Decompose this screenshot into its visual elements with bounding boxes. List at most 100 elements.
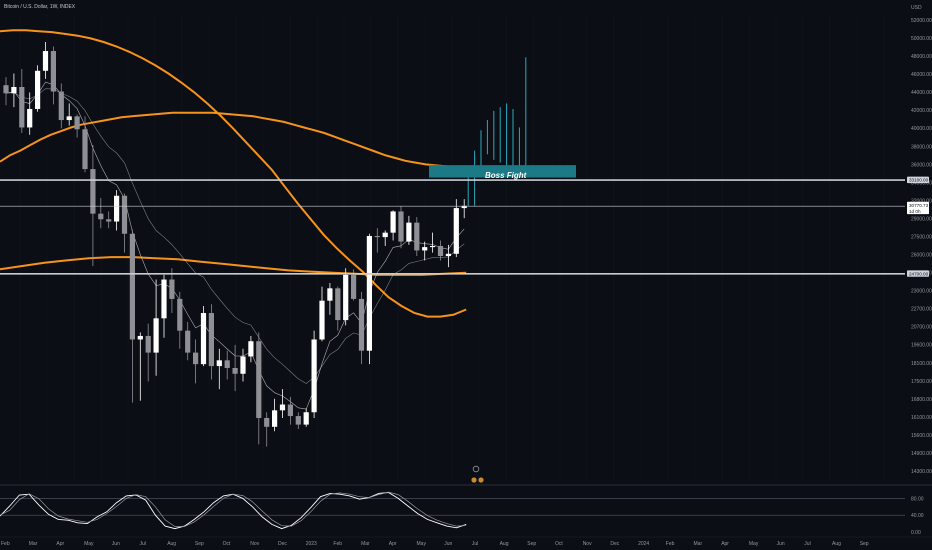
price-tick-label: 26000.00 (911, 253, 932, 259)
time-tick-label: Jul (140, 541, 146, 547)
time-tick-label: May (749, 541, 759, 547)
time-tick-label: Aug (500, 541, 509, 547)
earnings-icon-a[interactable] (471, 477, 477, 483)
candle-body (319, 300, 325, 340)
candle-body (256, 341, 262, 418)
candle-body (445, 253, 451, 256)
candle-body (351, 274, 357, 299)
time-tick-label: Jul (804, 541, 810, 547)
time-tick-label: 2024 (638, 541, 649, 547)
candle-body (153, 318, 159, 353)
oscillator-tick-label: 0.00 (911, 530, 921, 536)
time-axis: Feb Mar Apr May Jun Jul Aug Sep Oct Nov Dec 2023 Feb… (1, 541, 869, 547)
price-tick-label: 50000.00 (911, 36, 932, 42)
price-tick-label: 15600.00 (911, 433, 932, 439)
event-marker-icon[interactable] (472, 465, 480, 473)
candle-body (58, 91, 64, 121)
price-tick-label: 20700.00 (911, 325, 932, 331)
candle-body (287, 404, 293, 417)
time-tick-label: Sep (860, 541, 869, 547)
moving-average-line (0, 256, 467, 276)
price-axis: 52000.00 50000.00 48000.00 46000.00 44000.00… (911, 18, 932, 475)
candle-body (137, 335, 143, 340)
oscillator-tick-label: 40.00 (911, 513, 924, 519)
candle-body (422, 247, 428, 251)
boss-fight-label: Boss Fight (485, 171, 527, 180)
price-badge (907, 176, 929, 184)
time-tick-label: Mar (694, 541, 703, 547)
time-tick-label: Sep (527, 541, 536, 547)
price-tick-label: 19600.00 (911, 343, 932, 349)
candle-body (366, 236, 372, 351)
candle-body (106, 219, 112, 222)
moving-average-line (0, 29, 467, 318)
candle-body (66, 116, 72, 121)
candle-body (50, 51, 56, 92)
candle-body (114, 195, 120, 222)
time-tick-label: Apr (56, 541, 64, 547)
price-tick-label: 32000.00 (911, 198, 932, 204)
time-tick-label: Apr (721, 541, 729, 547)
earnings-icon-b[interactable] (478, 477, 484, 483)
time-tick-label: Feb (1, 541, 10, 547)
time-tick-label: Feb (333, 541, 342, 547)
candle-body (98, 213, 104, 220)
candle-body (374, 236, 380, 238)
candle-body (193, 352, 199, 365)
price-tick-label: 36000.00 (911, 162, 932, 168)
price-tick-label: 42000.00 (911, 108, 932, 114)
time-tick-label: Jun (112, 541, 120, 547)
price-tick-label: 18100.00 (911, 361, 932, 367)
time-tick-label: Nov (250, 541, 259, 547)
candle-body (27, 108, 33, 128)
candle-body (453, 208, 459, 254)
time-tick-label: Dec (278, 541, 287, 547)
time-tick-label: Jul (472, 541, 478, 547)
time-tick-label: Nov (583, 541, 592, 547)
time-tick-label: 2023 (306, 541, 317, 547)
candle-body (303, 412, 309, 425)
price-tick-label: 40000.00 (911, 126, 932, 132)
candle-body (185, 330, 191, 353)
candle-body (335, 288, 341, 321)
price-badge (907, 201, 929, 209)
time-tick-label: Apr (389, 541, 397, 547)
candle-body (240, 356, 246, 374)
candle-body (461, 205, 467, 209)
candle-body (232, 368, 238, 374)
price-tick-label: 16100.00 (911, 415, 932, 421)
candle-body (82, 129, 88, 170)
time-tick-label: May (417, 541, 427, 547)
price-badge (907, 207, 929, 215)
projection-wicks (467, 57, 527, 206)
candle-body (19, 87, 25, 128)
time-tick-label: Jun (444, 541, 452, 547)
price-tick-label: 23000.00 (911, 289, 932, 295)
time-tick-label: Oct (223, 541, 231, 547)
candle-body (430, 246, 436, 248)
price-badge-label: 30770.73 (909, 203, 929, 208)
price-badge (907, 270, 929, 277)
candle-body (216, 360, 222, 367)
oscillator-d-line (0, 491, 467, 527)
candle-body (208, 313, 214, 367)
time-tick-label: Feb (666, 541, 675, 547)
currency-label: USD (911, 5, 922, 11)
candle-body (177, 298, 183, 331)
candle-body (398, 211, 404, 242)
price-badge-label: 1d 0h (909, 209, 921, 214)
boss-fight-zone[interactable] (429, 165, 576, 178)
price-axis-panel (905, 0, 932, 482)
candle-body (272, 410, 278, 427)
oscillator-axis: 80.00 40.00 0.00 (911, 496, 924, 536)
time-tick-label: Dec (610, 541, 619, 547)
candle-body (390, 211, 396, 233)
ema-line (5, 88, 465, 384)
candle-body (295, 416, 301, 425)
price-tick-label: 27500.00 (911, 234, 932, 240)
candle-body (121, 195, 128, 234)
time-tick-label: Jun (777, 541, 785, 547)
candle-body (224, 360, 230, 368)
